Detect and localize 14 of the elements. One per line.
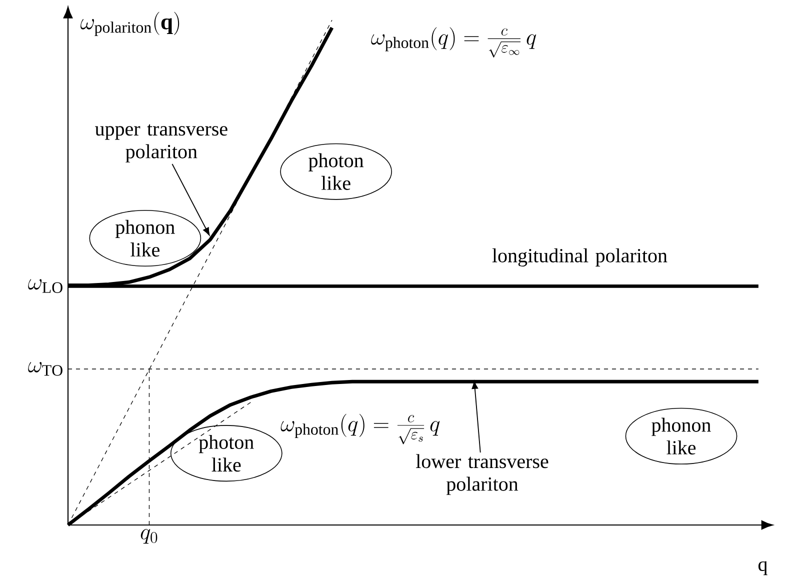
annotation: phonon like xyxy=(652,418,711,454)
annotation: $\omega_{\mathrm{photon}}(q)=\frac{c}{\sqrt{\varepsilon_s}}\,q$ xyxy=(280,414,440,444)
annotation: photon like xyxy=(308,153,364,190)
annotation: phonon like xyxy=(115,220,175,257)
annotation: longitudinal polariton xyxy=(492,248,668,266)
annotation: upper transverse polariton xyxy=(95,124,228,162)
annotation: lower transverse polariton xyxy=(416,454,548,495)
text: $q_0$ xyxy=(140,529,158,544)
text: $\omega_{\mathrm{LO}}$ xyxy=(28,279,62,293)
annotation: $\omega_{\mathrm{photon}}(q)=\frac{c}{\sqrt{\varepsilon_\infty}}\,q$ xyxy=(371,27,536,58)
ref-line-label: $\omega_{\mathrm{TO}}$ xyxy=(28,362,62,376)
y-axis-title: $\omega_{\mathrm{polariton}}(\mathbf{q})$ xyxy=(80,12,180,36)
annotation: photon like xyxy=(198,434,254,472)
x-axis-title: q xyxy=(758,561,768,576)
